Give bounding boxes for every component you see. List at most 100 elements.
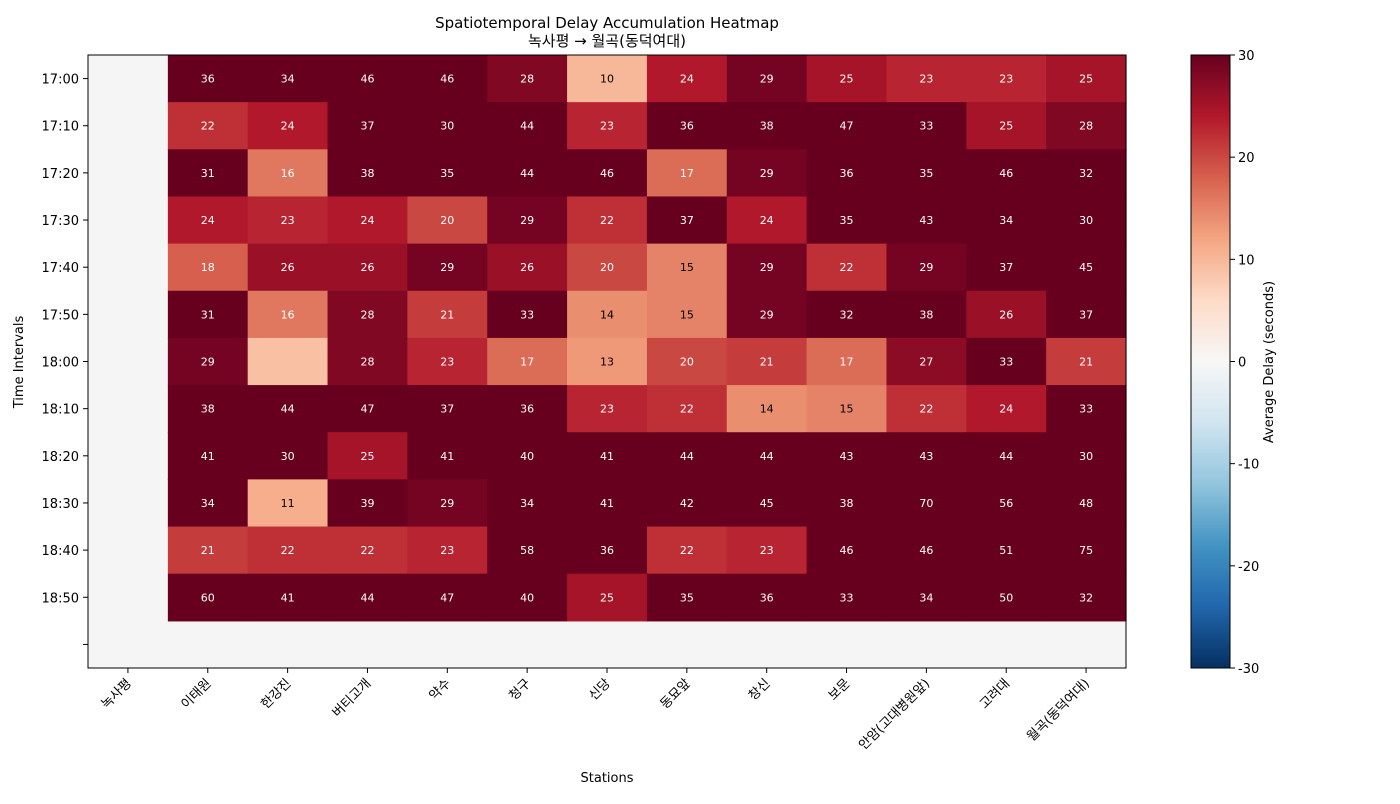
colorbar-tick-label: 30 [1238,49,1255,64]
heatmap-cells [167,55,1127,622]
cell-value-label: 37 [1079,308,1093,321]
cell-value-label: 29 [760,167,774,180]
heatmap-cell [1046,432,1127,480]
cell-value-label: 41 [281,591,295,604]
cell-value-label: 21 [201,544,215,557]
cell-value-label: 23 [440,544,454,557]
heatmap-cell [567,385,648,433]
heatmap-cell [327,479,408,528]
cell-value-label: 37 [360,120,374,133]
heatmap-cell [1046,479,1127,528]
cell-value-label: 46 [360,73,374,86]
cell-value-label: 20 [600,261,614,274]
x-tick-label: 이태원 [179,676,215,712]
heatmap-cell [886,243,967,292]
heatmap-cell [646,243,728,292]
colorbar-ticks: 30 20 10 0 -10 -20 -30 [1230,49,1259,677]
heatmap-cell [1046,149,1127,198]
x-tick-label: 버티고개 [330,676,374,720]
colorbar-gradient [1190,54,1231,669]
cell-value-label: 46 [600,167,614,180]
heatmap-cell [407,526,488,575]
heatmap-cell [247,432,329,480]
cell-value-label: 22 [201,120,215,133]
cell-value-label: 17 [840,356,854,369]
cell-value-label: 34 [520,497,534,510]
heatmap-cell [966,102,1047,150]
cell-value-label: 28 [1079,120,1093,133]
heatmap-cell [567,337,648,386]
heatmap-cell [886,432,967,480]
cell-value-label: 29 [201,356,215,369]
heatmap-cell [327,385,408,433]
cell-value-label: 22 [680,544,694,557]
cell-value-label: 36 [600,544,614,557]
heatmap-cell [966,573,1047,622]
cell-value-label: 70 [919,497,933,510]
heatmap-cell [646,290,728,339]
heatmap-cell [327,573,408,622]
heatmap-cell [247,573,329,622]
cell-value-label: 30 [281,450,295,463]
heatmap-cell [567,479,648,528]
heatmap-cell [726,337,808,386]
cell-value-label: 45 [1079,261,1093,274]
cell-value-label: 29 [760,308,774,321]
heatmap-cell [327,102,408,150]
heatmap-cell [726,102,808,150]
cell-value-label: 26 [281,261,295,274]
cell-value-label: 22 [919,403,933,416]
cell-value-label: 43 [840,450,854,463]
heatmap-cell [806,385,888,433]
heatmap-cell [966,290,1047,339]
cell-value-label: 35 [919,167,933,180]
heatmap-cell [567,290,648,339]
cell-value-label: 29 [440,261,454,274]
cell-value-label: 46 [999,167,1013,180]
cell-value-label: 24 [281,120,295,133]
y-tick-label: 17:10 [42,120,79,135]
x-axis-label: Stations [581,771,634,786]
heatmap-cell [886,573,967,622]
cell-value-label: 23 [760,544,774,557]
heatmap-cell [567,243,648,292]
cell-value-label: 25 [840,73,854,86]
heatmap-cell [167,149,249,198]
heatmap-cell [487,573,568,622]
heatmap-cell [247,196,329,245]
x-tick-label: 보문 [826,676,854,704]
cell-value-label: 26 [520,261,534,274]
cell-value-label: 38 [201,403,215,416]
cell-value-label: 37 [680,214,694,227]
heatmap-cell [247,479,329,528]
y-tick-label: 18:00 [42,356,79,371]
heatmap-cell [407,290,488,339]
heatmap-cell [487,337,568,386]
chart-subtitle: 녹사평 → 월곡(동덕여대) [528,32,686,50]
cell-value-label: 36 [760,591,774,604]
cell-value-label: 22 [840,261,854,274]
heatmap-cell [327,196,408,245]
chart-title: Spatiotemporal Delay Accumulation Heatma… [435,14,779,32]
heatmap-cell [806,196,888,245]
heatmap-cell [327,243,408,292]
heatmap-cell [407,243,488,292]
y-tick-label: 18:40 [42,544,79,559]
heatmap-cell [886,149,967,198]
colorbar-label: Average Delay (seconds) [1262,281,1277,443]
cell-value-label: 56 [999,497,1013,510]
colorbar-tick-label: -10 [1238,458,1259,473]
cell-value-label: 34 [201,497,215,510]
heatmap-cell [407,573,488,622]
heatmap-cell [726,432,808,480]
cell-value-label: 25 [600,591,614,604]
heatmap-cell [726,526,808,575]
heatmap-cell [886,337,967,386]
heatmap-cell [646,337,728,386]
cell-value-label: 37 [999,261,1013,274]
cell-value-label: 38 [919,308,933,321]
heatmap-cell [487,149,568,198]
cell-value-label: 18 [201,261,215,274]
colorbar-tick-label: -30 [1238,662,1259,677]
heatmap-cell [966,196,1047,245]
